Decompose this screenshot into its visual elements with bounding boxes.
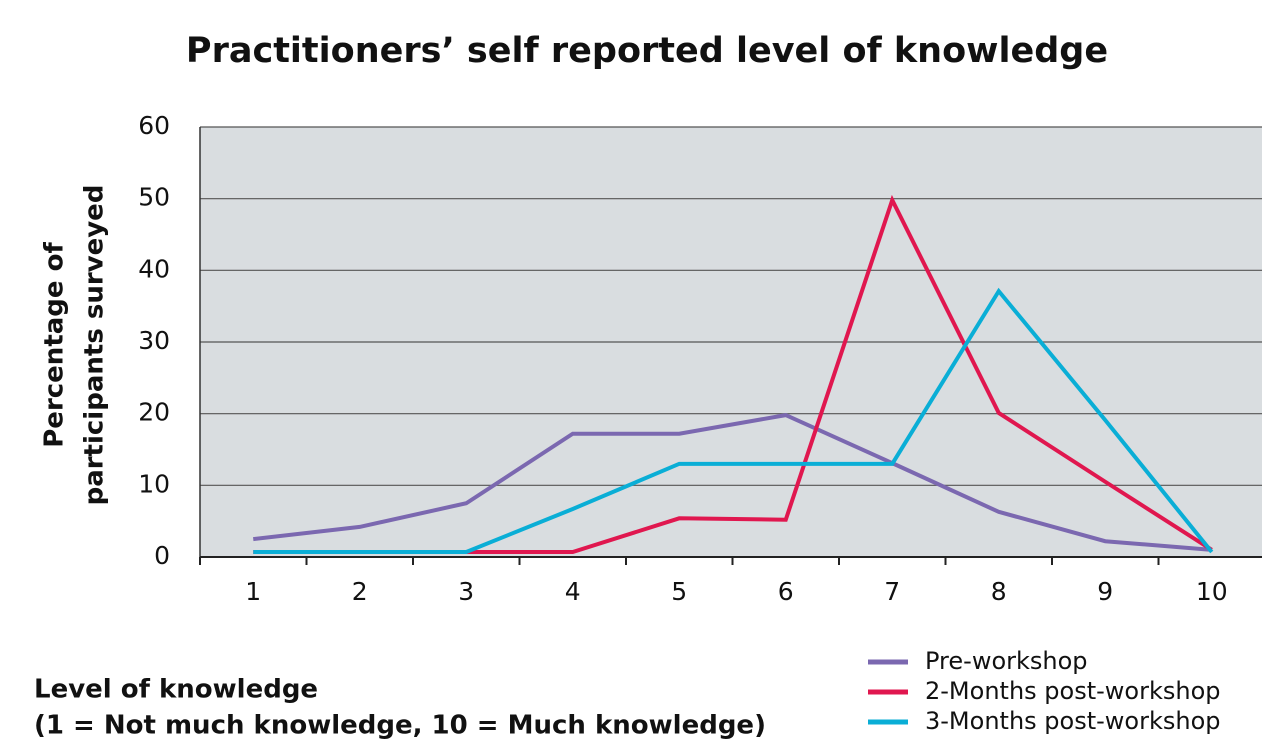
y-tick-label: 10 (138, 469, 170, 498)
data-line (253, 287, 1214, 554)
y-tick-label: 40 (138, 254, 170, 283)
x-axis-label: Level of knowledge (34, 675, 318, 705)
y-axis-label-line: participants surveyed (80, 185, 110, 506)
legend-label: 3-Months post-workshop (925, 707, 1221, 735)
x-tick-label: 4 (565, 577, 581, 606)
y-axis-label-line: Percentage of (40, 242, 70, 448)
y-tick-label: 0 (154, 541, 170, 570)
legend-label: 2-Months post-workshop (925, 677, 1221, 705)
x-tick-label: 5 (671, 577, 687, 606)
y-tick-label: 20 (138, 398, 170, 427)
y-tick-label: 60 (138, 111, 170, 140)
x-axis-label: (1 = Not much knowledge, 10 = Much knowl… (34, 711, 766, 741)
chart-title: Practitioners’ self reported level of kn… (186, 31, 1108, 71)
x-tick-label: 9 (1097, 577, 1113, 606)
x-tick-label: 8 (991, 577, 1007, 606)
y-tick-label: 50 (138, 183, 170, 212)
x-tick-label: 1 (245, 577, 261, 606)
x-tick-label: 7 (884, 577, 900, 606)
legend-label: Pre-workshop (925, 647, 1088, 675)
x-tick-label: 2 (352, 577, 368, 606)
x-tick-label: 6 (778, 577, 794, 606)
x-tick-label: 10 (1196, 577, 1228, 606)
data-line (253, 413, 1212, 552)
y-tick-label: 30 (138, 326, 170, 355)
y-axis-label: Percentage of participants surveyed (40, 185, 110, 506)
x-tick-label: 3 (458, 577, 474, 606)
